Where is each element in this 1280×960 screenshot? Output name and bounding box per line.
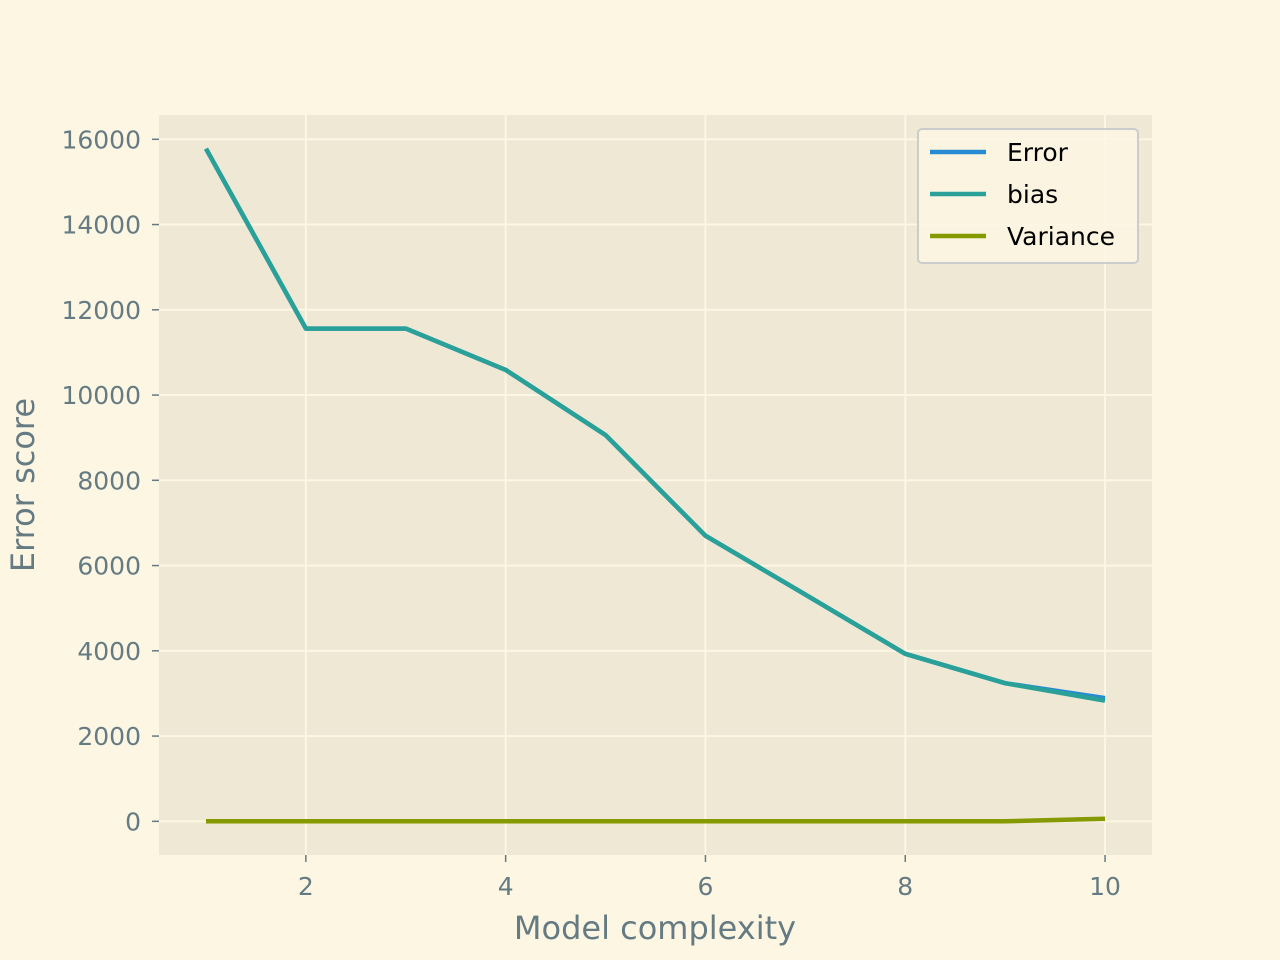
- series-line-variance: [206, 816, 1106, 824]
- legend: Error bias Variance: [917, 128, 1139, 264]
- x-axis-label: Model complexity: [514, 909, 796, 947]
- legend-label-error: Error: [1007, 138, 1069, 167]
- y-tick-label: 4000: [77, 637, 141, 666]
- x-tick-label: 10: [1089, 872, 1121, 901]
- x-axis-ticks: 2 4 6 8 10: [298, 855, 1121, 901]
- y-tick-label: 0: [125, 807, 141, 836]
- legend-label-bias: bias: [1007, 180, 1058, 209]
- y-axis-ticks: 0 2000 4000 6000 8000 10000 12000 14000 16000: [61, 125, 159, 836]
- y-tick-label: 6000: [77, 552, 141, 581]
- x-tick-label: 2: [298, 872, 314, 901]
- y-tick-label: 8000: [77, 466, 141, 495]
- legend-label-variance: Variance: [1007, 222, 1115, 251]
- y-tick-label: 14000: [61, 211, 141, 240]
- x-tick-label: 8: [897, 872, 913, 901]
- y-tick-label: 10000: [61, 381, 141, 410]
- y-tick-label: 12000: [61, 296, 141, 325]
- legend-box: [917, 128, 1139, 264]
- series-line-bias: [204, 147, 1106, 703]
- y-axis-label: Error score: [4, 398, 42, 572]
- y-tick-label: 2000: [77, 722, 141, 751]
- grid: [159, 115, 1152, 855]
- x-tick-label: 6: [697, 872, 713, 901]
- y-tick-label: 16000: [61, 125, 141, 154]
- series-lines: [204, 147, 1106, 824]
- x-tick-label: 4: [498, 872, 514, 901]
